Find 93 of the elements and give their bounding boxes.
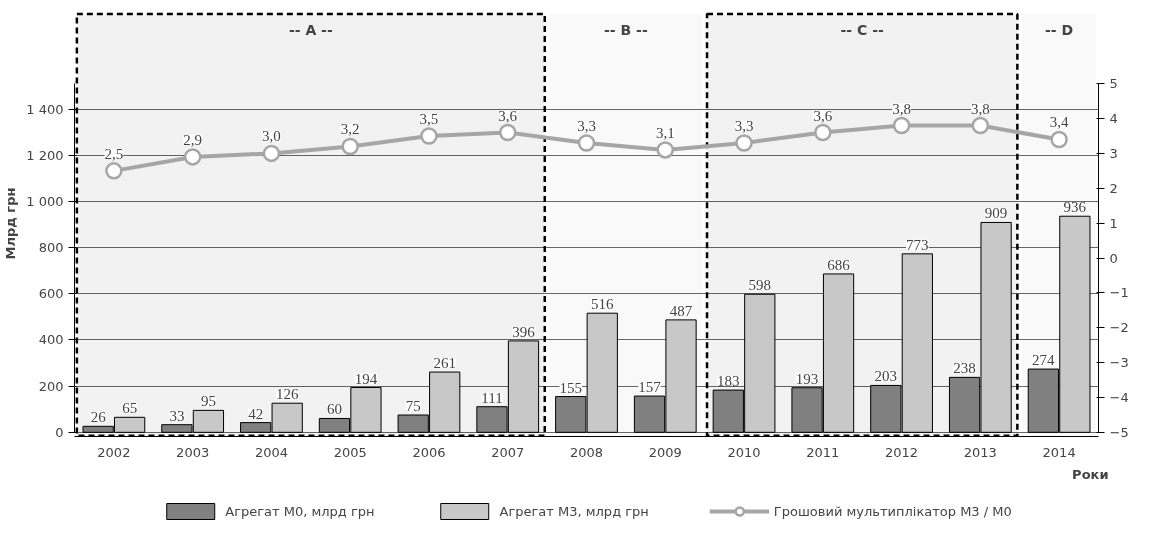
y-tick-label: 200 — [38, 378, 64, 394]
legend-label: Агрегат M0, млрд грн — [225, 503, 375, 519]
data-label: 95 — [200, 393, 216, 410]
y-tick-label: 0 — [55, 424, 64, 440]
y2-tick-label: −5 — [1109, 424, 1129, 440]
data-label: 42 — [248, 405, 264, 422]
y2-tick-label: −3 — [1109, 355, 1129, 371]
data-label: 909 — [984, 205, 1008, 222]
point — [420, 127, 438, 145]
x-tick-label: 2013 — [963, 444, 997, 460]
data-label: 126 — [275, 386, 299, 403]
x-axis-title: Роки — [1072, 466, 1109, 482]
data-label: 183 — [717, 373, 740, 390]
data-label: 773 — [906, 236, 929, 253]
y-tick-label: 800 — [38, 240, 64, 256]
y2-tick-label: −1 — [1109, 285, 1129, 301]
data-label: 194 — [354, 370, 378, 387]
x-tick-label: 2009 — [648, 444, 682, 460]
legend-label: Агрегат M3, млрд грн — [499, 503, 649, 519]
y-tick-label: 1 400 — [26, 101, 64, 117]
point — [105, 162, 123, 180]
band-label: -- B -- — [604, 22, 648, 39]
data-label: 3,8 — [970, 100, 990, 117]
data-label: 3,2 — [340, 121, 360, 138]
data-label: 3,6 — [813, 107, 833, 124]
data-label: 396 — [512, 323, 536, 340]
y2-tick-label: 4 — [1109, 111, 1118, 127]
data-label: 2,9 — [183, 131, 203, 148]
band-label: -- A -- — [288, 22, 333, 39]
x-tick-label: 2007 — [491, 444, 525, 460]
point — [183, 148, 202, 166]
point — [656, 141, 675, 159]
data-label: 3,3 — [734, 117, 754, 134]
x-tick-label: 2004 — [254, 444, 288, 460]
data-label: 111 — [481, 389, 503, 406]
data-label: 75 — [405, 398, 421, 414]
data-label: 936 — [1063, 199, 1087, 216]
data-label: 155 — [559, 379, 582, 396]
data-label: 487 — [669, 302, 693, 319]
y-tick-label: 600 — [38, 286, 64, 302]
data-label: 3,3 — [577, 117, 596, 134]
y-axis-title: Млрд грн — [3, 187, 19, 260]
x-tick-label: 2006 — [412, 444, 446, 460]
data-label: 3,1 — [655, 124, 675, 141]
data-label: 261 — [433, 355, 456, 372]
y-tick-label: 1 200 — [26, 147, 64, 163]
point — [892, 116, 911, 135]
data-label: 686 — [827, 256, 851, 273]
point — [814, 123, 832, 142]
y-tick-label: 1 000 — [26, 193, 64, 209]
point — [577, 134, 596, 152]
x-tick-label: 2008 — [569, 444, 604, 460]
y2-tick-label: 1 — [1109, 215, 1118, 231]
point — [1050, 130, 1068, 149]
y2-tick-label: 5 — [1109, 76, 1118, 92]
data-label: 3,0 — [262, 128, 281, 145]
x-tick-label: 2003 — [176, 444, 210, 460]
x-tick-label: 2011 — [806, 444, 840, 460]
data-label: 3,4 — [1049, 114, 1069, 131]
data-label: 2,5 — [104, 145, 124, 162]
y2-tick-label: −4 — [1109, 389, 1129, 405]
band-label: -- D — [1045, 22, 1074, 39]
data-label: 33 — [169, 407, 185, 424]
y2-tick-label: 2 — [1109, 180, 1118, 196]
point — [735, 134, 753, 152]
y2-tick-label: 3 — [1109, 145, 1118, 161]
data-label: 65 — [122, 400, 138, 417]
legend-label: Грошовий мультиплікатор M3 / M0 — [773, 503, 1012, 519]
y-tick-label: 400 — [38, 332, 64, 348]
data-label: 203 — [874, 368, 898, 385]
data-label: 193 — [795, 370, 819, 387]
data-label: 516 — [591, 296, 614, 313]
x-tick-label: 2014 — [1042, 444, 1076, 460]
data-label: 157 — [638, 379, 662, 396]
data-label: 238 — [953, 360, 976, 377]
y2-tick-label: −2 — [1109, 320, 1129, 336]
data-label: 598 — [748, 277, 772, 294]
y2-tick-label: 0 — [1109, 250, 1118, 266]
point — [341, 137, 359, 156]
data-label: 3,6 — [498, 107, 518, 124]
data-label: 274 — [1032, 352, 1056, 369]
point — [498, 123, 517, 142]
x-tick-label: 2012 — [885, 444, 919, 460]
data-label: 3,5 — [419, 111, 439, 127]
data-label: 60 — [326, 401, 342, 418]
x-tick-label: 2005 — [333, 444, 367, 460]
data-label: 3,8 — [892, 100, 911, 117]
x-tick-label: 2010 — [727, 444, 761, 460]
point — [971, 116, 990, 135]
x-tick-label: 2002 — [97, 444, 131, 460]
band-label: -- C -- — [840, 22, 885, 39]
data-label: 26 — [90, 409, 107, 426]
point — [262, 144, 281, 163]
